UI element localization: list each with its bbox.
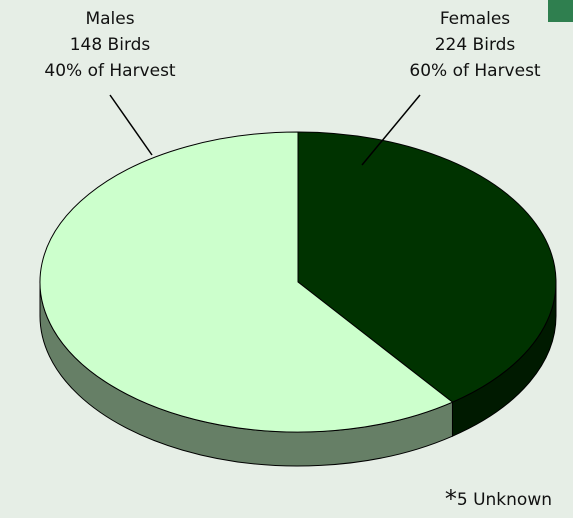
leader-line — [361, 94, 421, 166]
slice-label-share: 40% of Harvest — [44, 61, 176, 81]
leader-line — [109, 94, 153, 156]
footnote-text: 5 Unknown — [457, 490, 552, 510]
slice-label-name: Males — [85, 9, 134, 29]
slice — [39, 131, 454, 433]
slice-label-value: 224 Birds — [435, 35, 516, 55]
slice-label-name: Females — [440, 9, 510, 29]
corner-tab — [548, 0, 573, 22]
footnote-marker: * — [445, 485, 457, 513]
slice — [297, 131, 557, 403]
footnote: *5 Unknown — [445, 485, 552, 513]
slice-label-share: 60% of Harvest — [409, 61, 541, 81]
slice-label-value: 148 Birds — [70, 35, 151, 55]
